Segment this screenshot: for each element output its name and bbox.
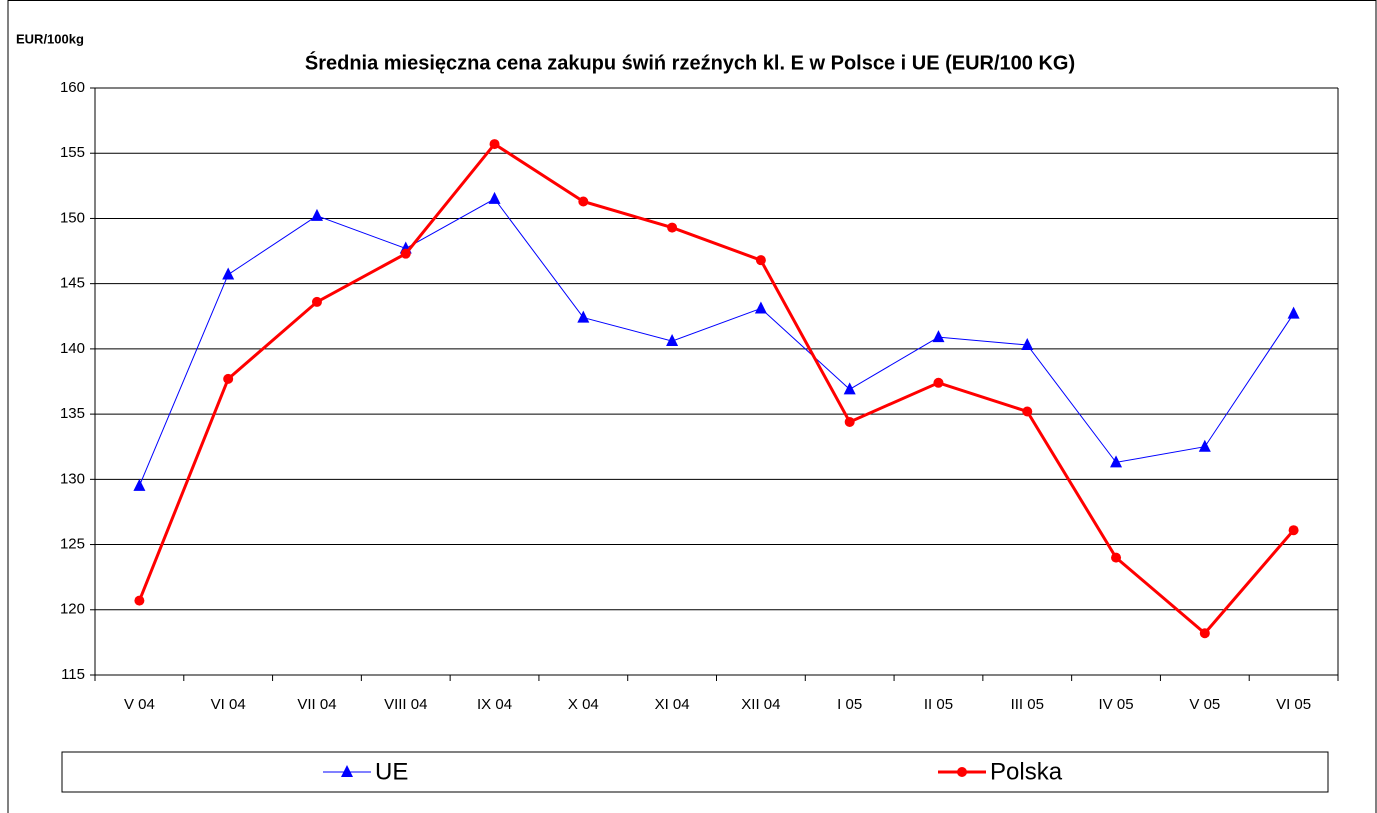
x-tick-label: VIII 04 <box>384 696 427 713</box>
x-tick-label: X 04 <box>568 696 599 713</box>
data-point <box>1021 337 1034 350</box>
y-tick-label: 125 <box>60 536 85 553</box>
data-point <box>844 416 855 427</box>
data-point <box>578 196 589 207</box>
data-point <box>1022 406 1033 417</box>
data-point <box>1287 306 1300 319</box>
data-point <box>1288 525 1299 536</box>
data-point <box>754 301 767 314</box>
data-point <box>311 296 322 307</box>
data-point <box>223 373 234 384</box>
data-point <box>133 478 146 491</box>
y-tick-label: 130 <box>60 470 85 487</box>
data-point <box>1199 628 1210 639</box>
data-point <box>843 382 856 395</box>
x-tick-label: V 05 <box>1189 696 1220 713</box>
x-tick-label: IX 04 <box>477 696 512 713</box>
data-point <box>755 255 766 266</box>
data-point <box>1110 455 1123 468</box>
y-tick-label: 115 <box>61 666 85 683</box>
legend-label: UE <box>375 758 408 785</box>
data-point <box>489 139 500 150</box>
x-tick-label: II 05 <box>924 696 953 713</box>
data-point <box>488 191 501 204</box>
y-tick-label: 140 <box>60 340 85 357</box>
series-line <box>138 198 1295 487</box>
x-tick-label: XI 04 <box>655 696 690 713</box>
x-tick-label: IV 05 <box>1099 696 1134 713</box>
data-point <box>1198 439 1211 452</box>
y-tick-label: 160 <box>60 79 85 96</box>
data-point <box>310 208 323 221</box>
data-point <box>222 267 235 280</box>
x-tick-label: V 04 <box>124 696 155 713</box>
y-tick-label: 155 <box>60 144 85 161</box>
y-tick-label: 145 <box>60 275 85 292</box>
y-tick-label: 150 <box>60 209 85 226</box>
legend-marker <box>957 767 967 777</box>
legend-label: Polska <box>990 758 1063 785</box>
y-axis-unit: EUR/100kg <box>16 31 84 46</box>
legend-box <box>61 751 1329 793</box>
y-tick-label: 135 <box>60 405 85 422</box>
data-point <box>933 377 944 388</box>
data-point <box>666 334 679 347</box>
data-point <box>1111 552 1122 563</box>
y-tick-label: 120 <box>60 601 85 618</box>
series-line <box>138 142 1295 636</box>
legend-marker <box>341 765 353 777</box>
data-point <box>577 310 590 323</box>
x-tick-label: VI 05 <box>1276 696 1311 713</box>
x-tick-label: VI 04 <box>211 696 246 713</box>
x-tick-label: I 05 <box>837 696 862 713</box>
data-point <box>134 595 145 606</box>
chart-title: Średnia miesięczna cena zakupu świń rzeź… <box>305 50 1075 74</box>
chart-frame <box>7 0 1377 813</box>
x-tick-label: VII 04 <box>297 696 336 713</box>
data-point <box>400 248 411 259</box>
data-point <box>667 222 678 233</box>
x-tick-label: XII 04 <box>741 696 780 713</box>
data-point <box>932 330 945 343</box>
x-tick-label: III 05 <box>1011 696 1044 713</box>
